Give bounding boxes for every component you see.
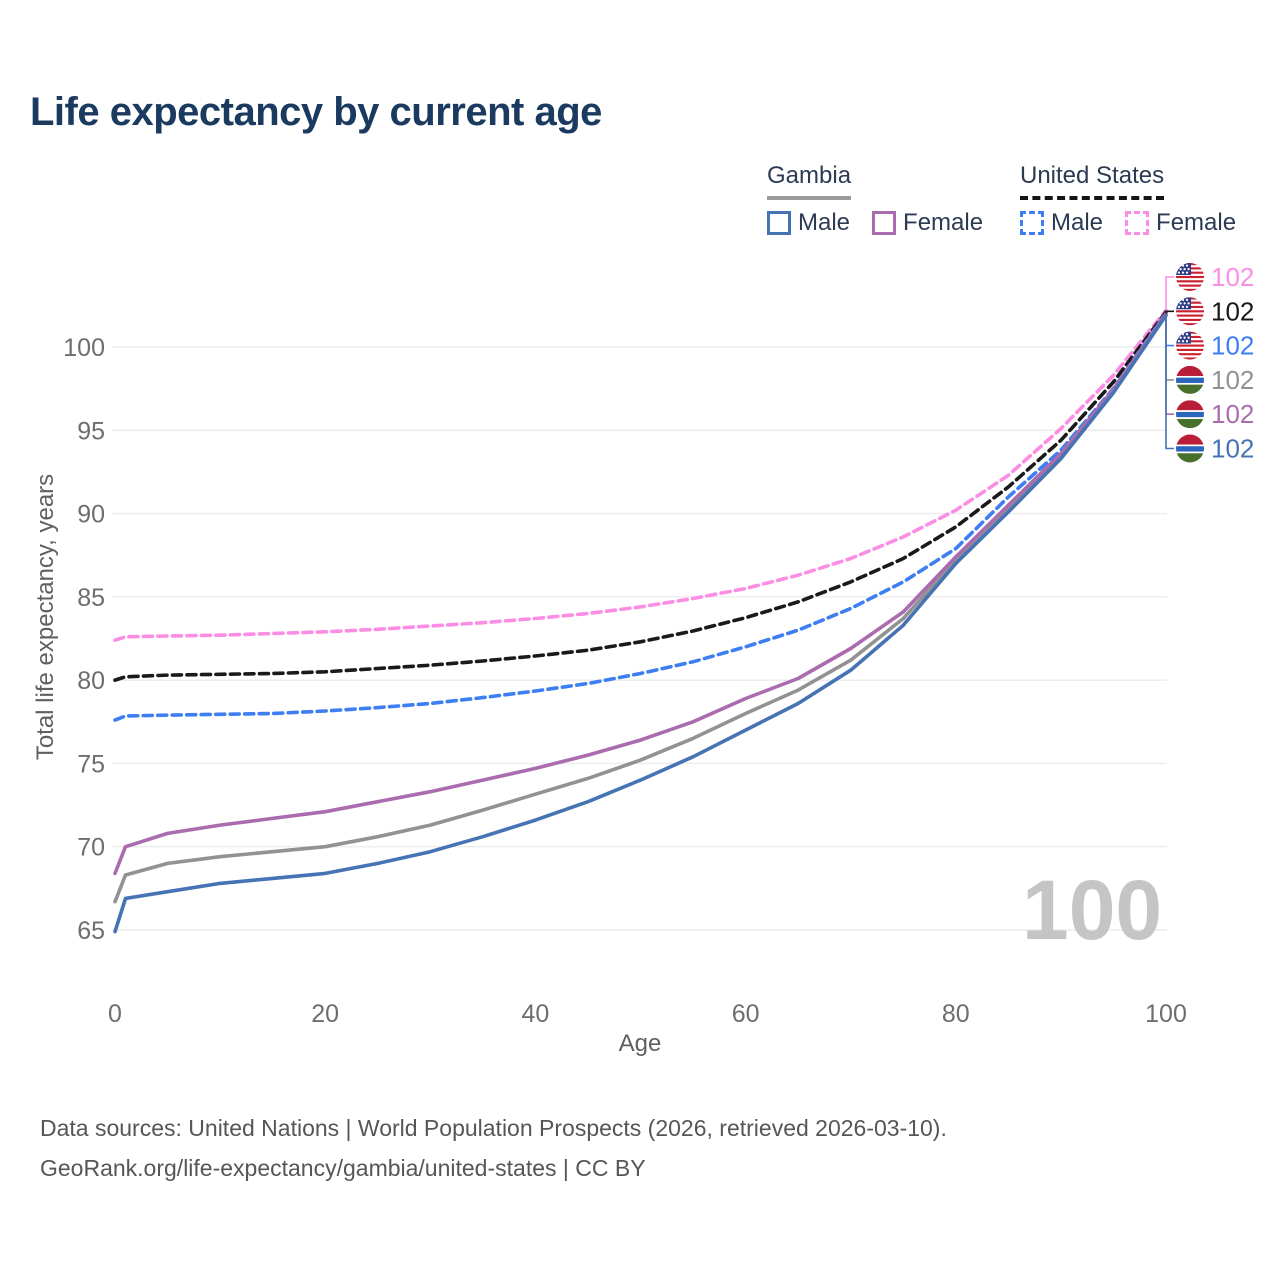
series-line-gambia-female[interactable] <box>113 311 1168 876</box>
y-tick-label: 80 <box>77 667 105 695</box>
x-axis-title: Age <box>618 1030 662 1057</box>
footer-source-line: Data sources: United Nations | World Pop… <box>40 1115 947 1141</box>
x-tick-label: 80 <box>942 1000 970 1028</box>
series-line-gambia-male[interactable] <box>113 313 1168 934</box>
footer-license-line: GeoRank.org/life-expectancy/gambia/unite… <box>40 1155 646 1181</box>
legend-items-united-states: Male Female <box>1020 209 1258 237</box>
end-label-connector <box>1165 313 1174 381</box>
us-flag-icon <box>1176 297 1204 326</box>
y-tick-label: 100 <box>63 334 105 362</box>
y-tick-label: 70 <box>77 834 105 862</box>
x-tick-label: 100 <box>1145 1000 1187 1028</box>
us-male-swatch-icon <box>1020 211 1044 235</box>
x-tick-label: 20 <box>311 1000 339 1028</box>
end-value-label-us-female: 102 <box>1211 262 1254 292</box>
gambia-flag-icon <box>1176 365 1204 394</box>
series-line-gambia-both[interactable] <box>113 312 1168 904</box>
legend-item-gambia-female[interactable]: Female <box>872 209 983 237</box>
legend-item-us-male[interactable]: Male <box>1020 209 1103 237</box>
gambia-flag-icon <box>1176 434 1204 463</box>
legend-country-united-states: United States <box>1020 162 1165 200</box>
end-value-label-gambia-female: 102 <box>1211 399 1254 429</box>
end-label-connector <box>1165 313 1174 450</box>
us-flag-icon <box>1176 263 1204 291</box>
y-tick-label: 65 <box>77 917 105 945</box>
y-axis-title: Total life expectancy, years <box>32 473 59 761</box>
legend-item-label: Male <box>798 209 851 236</box>
legend-items-gambia: Male Female <box>767 209 1005 237</box>
end-label-connector <box>1165 310 1174 314</box>
end-label-connector <box>1165 276 1174 314</box>
legend-item-us-female[interactable]: Female <box>1125 209 1236 237</box>
end-value-label-us-male: 102 <box>1211 331 1254 361</box>
series-line-us-both[interactable] <box>113 310 1168 682</box>
end-label-connector <box>1165 313 1174 415</box>
legend-group-united-states: United States Male Female <box>1020 162 1258 237</box>
page-title: Life expectancy by current age <box>30 90 602 134</box>
legend-item-gambia-male[interactable]: Male <box>767 209 850 237</box>
end-value-label-gambia-both: 102 <box>1211 365 1254 395</box>
us-female-swatch-icon <box>1125 211 1150 235</box>
legend-item-label: Male <box>1051 209 1104 236</box>
legend-country-gambia: Gambia <box>767 162 852 200</box>
x-tick-label: 60 <box>732 1000 760 1028</box>
y-tick-label: 90 <box>77 501 105 529</box>
us-flag-icon <box>1176 331 1204 360</box>
legend-group-gambia: Gambia Male Female <box>767 162 1005 237</box>
gambia-male-swatch-icon <box>767 211 791 235</box>
end-value-label-gambia-male: 102 <box>1211 434 1254 464</box>
y-tick-label: 95 <box>77 417 105 445</box>
end-label-connector <box>1165 313 1174 347</box>
series-line-us-female[interactable] <box>113 308 1168 643</box>
footer: Data sources: United Nations | World Pop… <box>40 1108 947 1188</box>
x-tick-label: 0 <box>108 1000 122 1028</box>
gambia-flag-icon <box>1176 400 1204 429</box>
legend-item-label: Female <box>1156 209 1237 236</box>
series-line-us-male[interactable] <box>113 311 1168 722</box>
end-value-label-us-both: 102 <box>1211 296 1254 326</box>
age-watermark: 100 <box>1022 863 1163 957</box>
y-tick-label: 75 <box>77 750 105 778</box>
legend-item-label: Female <box>903 209 984 236</box>
gambia-female-swatch-icon <box>872 211 897 235</box>
y-tick-label: 85 <box>77 584 105 612</box>
x-tick-label: 40 <box>521 1000 549 1028</box>
